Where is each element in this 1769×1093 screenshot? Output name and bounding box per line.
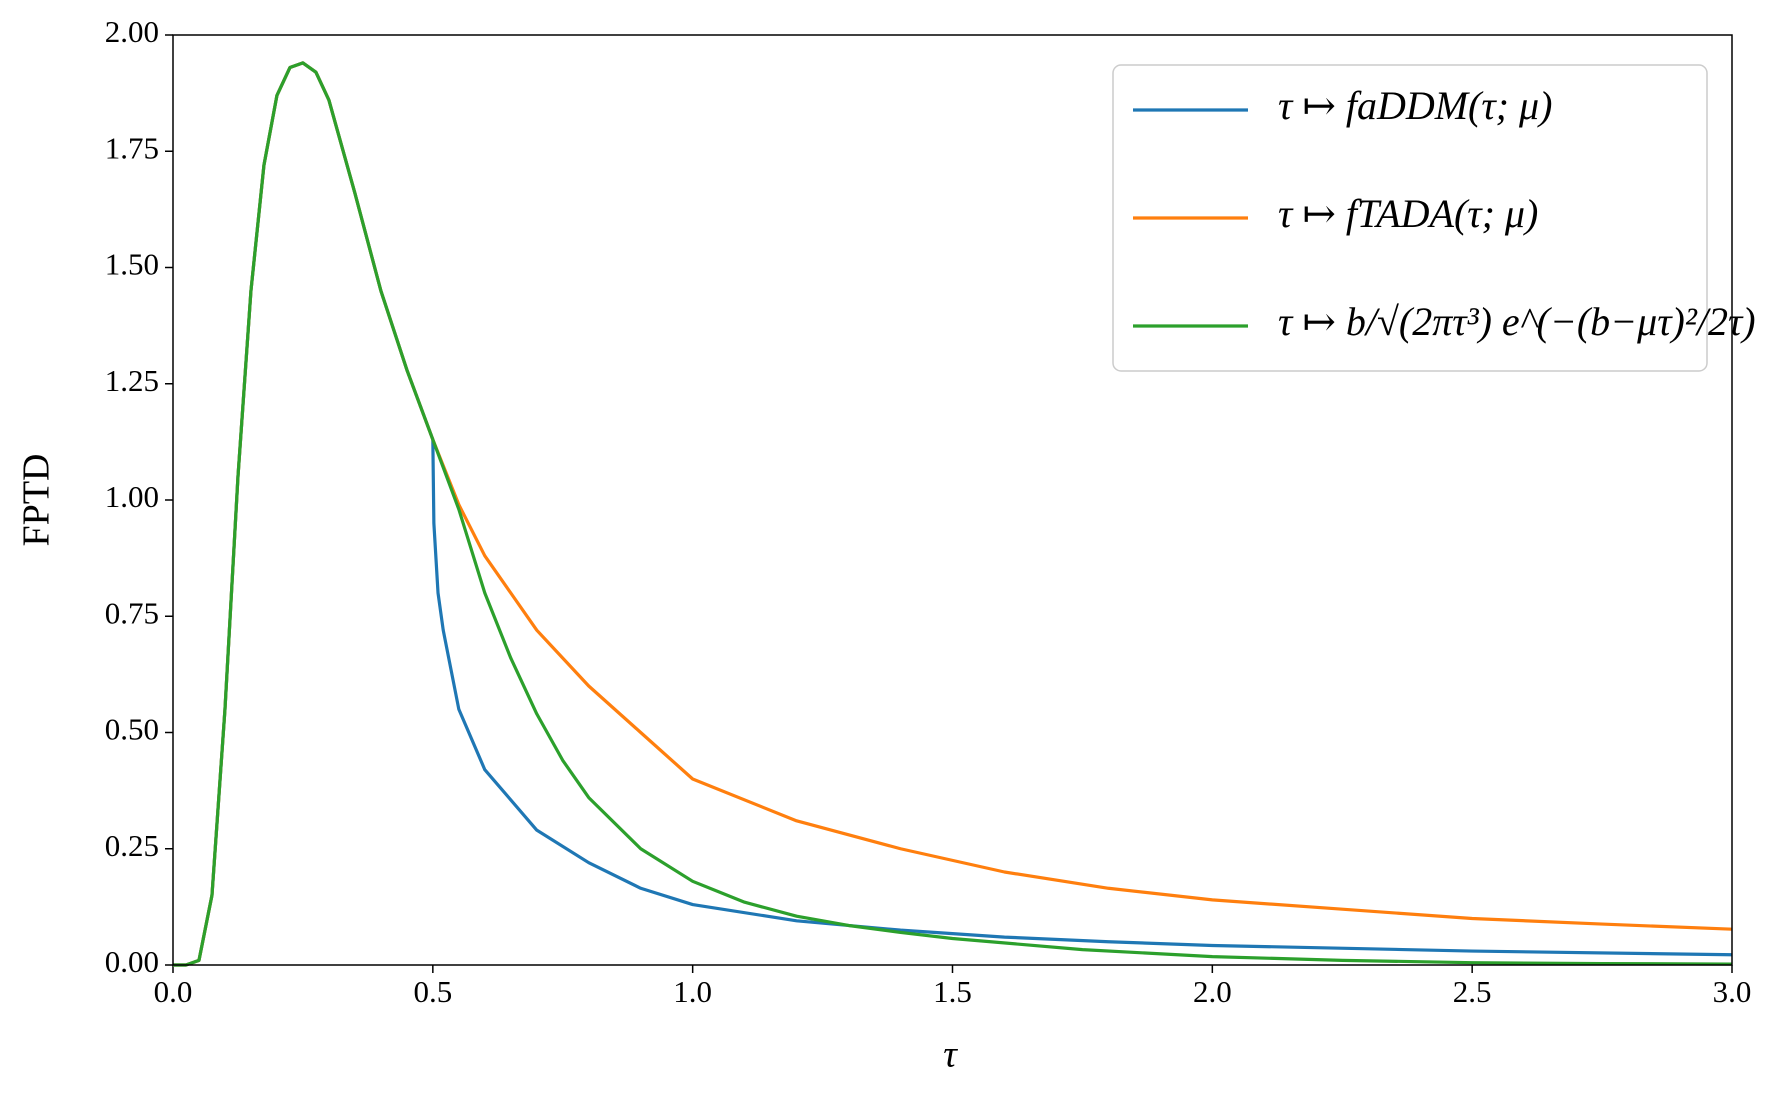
y-tick-label: 1.75 [105,130,159,165]
y-tick-label: 1.50 [105,247,159,282]
plot-frame [172,34,1733,966]
y-tick-label: 0.75 [105,595,159,630]
x-tick-label: 2.0 [1193,974,1232,1009]
x-tick-label: 1.5 [933,974,972,1009]
legend-label: τ ↦ faDDM(τ; μ) [1278,83,1552,128]
legend-box [1112,64,1708,372]
y-axis-label: FPTD [16,454,58,547]
line-series [173,61,1733,967]
y-tick-label: 0.00 [105,944,159,979]
legend-label: τ ↦ b/√(2πτ³) e^(−(b−μτ)²/2τ) [1278,299,1756,344]
x-tick-label: 0.5 [413,974,452,1009]
x-axis-label: τ [943,1034,958,1076]
x-tick-label: 3.0 [1713,974,1752,1009]
y-tick-label: 0.50 [105,712,159,747]
y-tick-label: 2.00 [105,14,159,49]
y-tick-label: 1.00 [105,479,159,514]
x-tick-label: 1.0 [673,974,712,1009]
y-tick-label: 1.25 [105,363,159,398]
legend-label: τ ↦ fTADA(τ; μ) [1278,191,1538,236]
y-tick-label: 0.25 [105,828,159,863]
x-tick-label: 0.0 [154,974,193,1009]
x-tick-label: 2.5 [1453,974,1492,1009]
